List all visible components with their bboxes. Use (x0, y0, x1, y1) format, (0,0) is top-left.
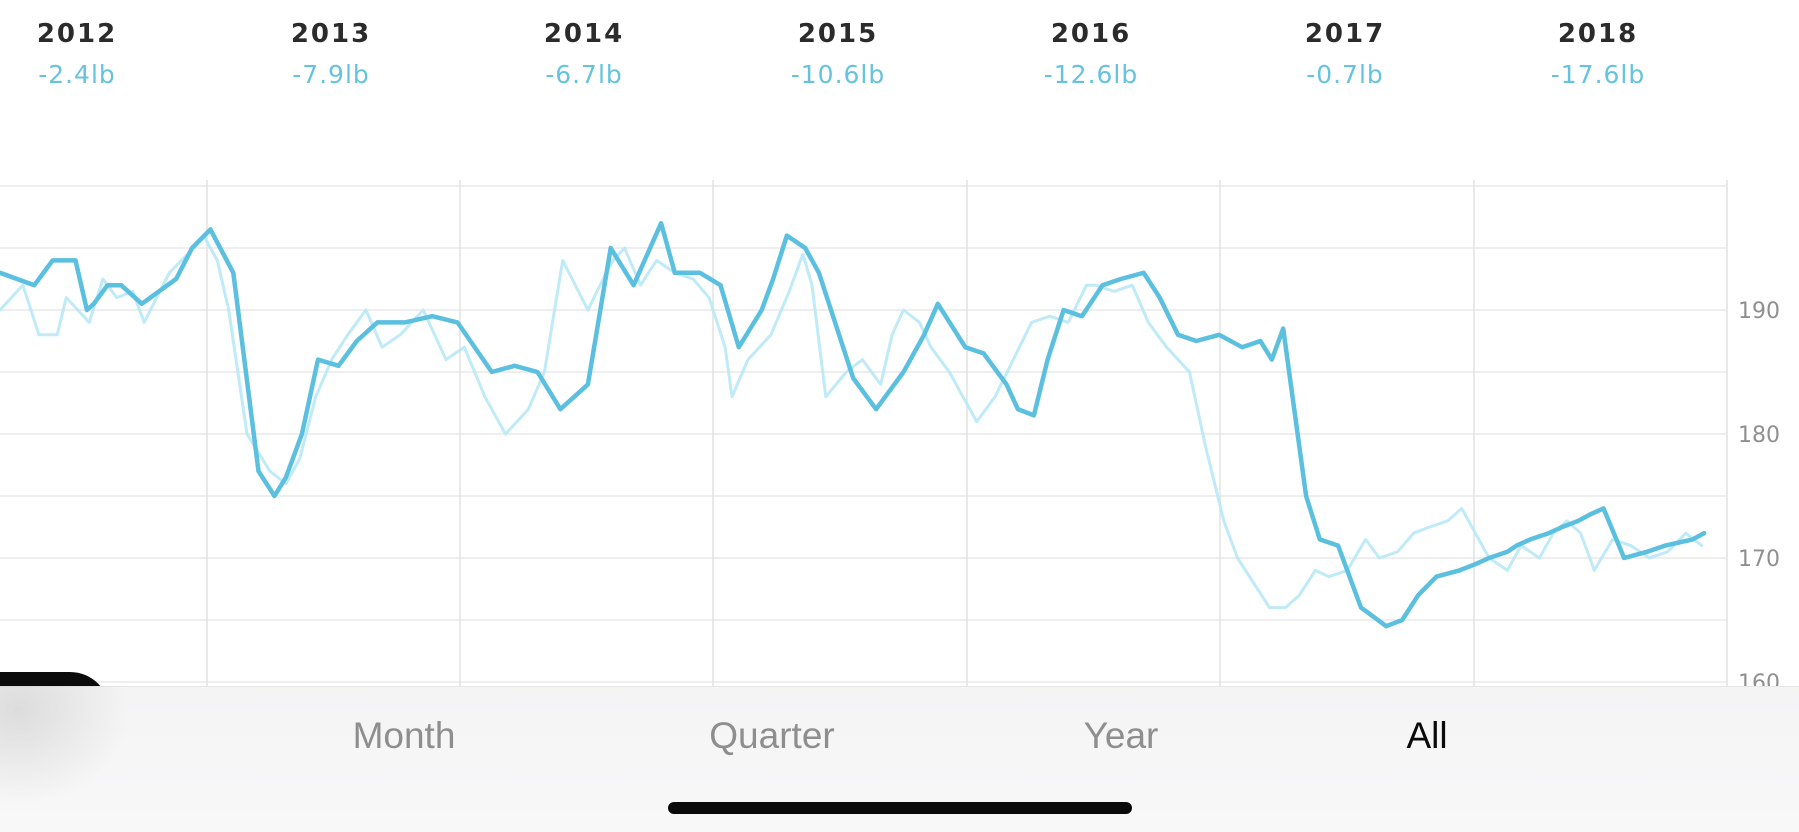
year-summary-row: 2012 -2.4lb 2013 -7.9lb 2014 -6.7lb 2015 -10.6l… (0, 0, 1799, 110)
year-label: 2014 (543, 19, 625, 49)
year-summary-2017: 2017 -0.7lb (1265, 16, 1425, 94)
weight-chart: 160 170 180 190 (0, 180, 1780, 686)
year-weight-change: -2.4lb (38, 60, 116, 89)
corner-shadow (0, 686, 130, 806)
year-weight-change: -12.6lb (1043, 60, 1139, 89)
year-summary-2015: 2015 -10.6lb (758, 16, 918, 94)
y-tick-label: 190 (1738, 299, 1780, 324)
tab-month[interactable]: Month (352, 715, 456, 756)
year-summary-2016: 2016 -12.6lb (1011, 16, 1171, 94)
year-summary-2018: 2018 -17.6lb (1518, 16, 1678, 94)
year-weight-change: -7.9lb (292, 60, 370, 89)
year-summary-2013: 2013 -7.9lb (251, 16, 411, 94)
year-weight-change: -6.7lb (545, 60, 623, 89)
year-summary-2014: 2014 -6.7lb (504, 16, 664, 94)
year-weight-change: -0.7lb (1306, 60, 1384, 89)
year-weight-change: -10.6lb (790, 60, 886, 89)
y-tick-label: 170 (1738, 547, 1780, 572)
year-label: 2016 (1050, 19, 1132, 49)
year-weight-change: -17.6lb (1550, 60, 1646, 89)
year-label: 2015 (797, 19, 879, 49)
year-summary-2012: 2012 -2.4lb (0, 16, 157, 94)
y-tick-label: 160 (1738, 671, 1780, 686)
trend-line (0, 220, 1707, 629)
tab-quarter[interactable]: Quarter (709, 715, 835, 756)
raw-weight-line (0, 234, 1704, 610)
tab-all[interactable]: All (1406, 715, 1448, 756)
year-label: 2017 (1304, 19, 1386, 49)
year-label: 2018 (1557, 19, 1639, 49)
tab-year[interactable]: Year (1083, 715, 1159, 756)
home-indicator[interactable] (668, 802, 1132, 814)
year-label: 2012 (36, 19, 118, 49)
year-label: 2013 (290, 19, 372, 49)
y-tick-label: 180 (1738, 423, 1780, 448)
